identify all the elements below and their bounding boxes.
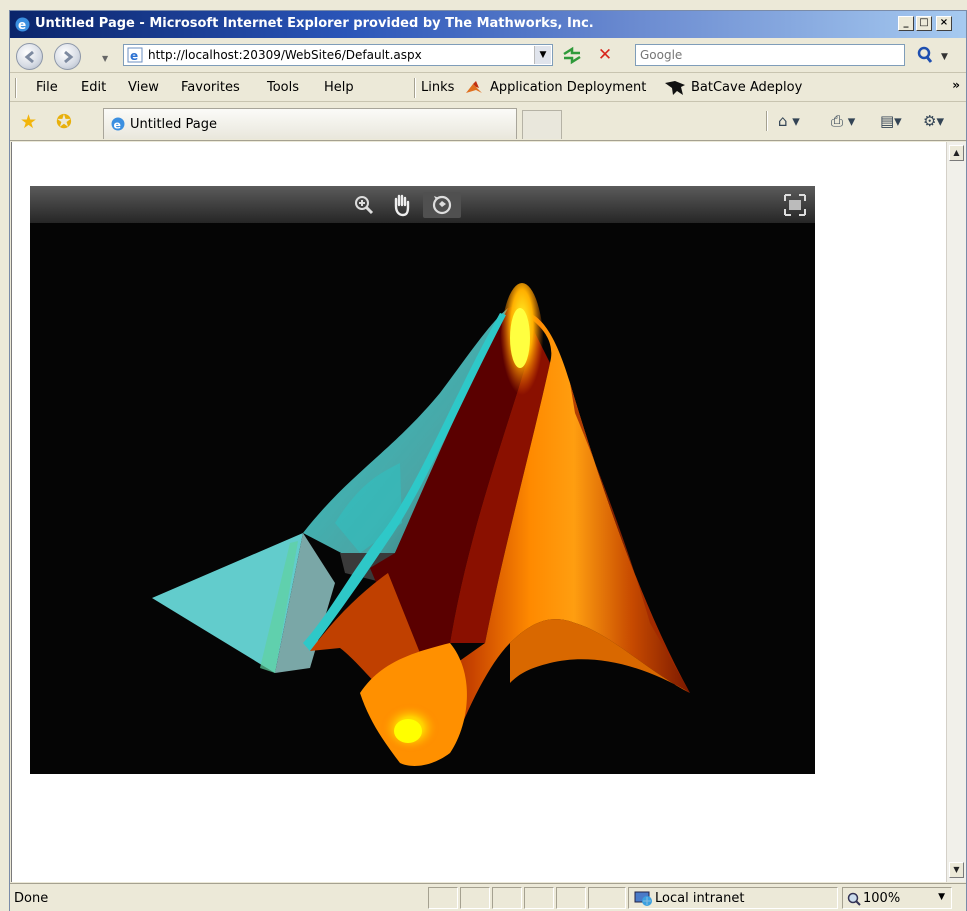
address-bar[interactable]: e http://localhost:20309/WebSite6/Defaul… (123, 44, 553, 66)
figure-viewer[interactable] (30, 186, 815, 774)
status-pane (524, 887, 554, 909)
menu-view[interactable]: View (128, 80, 159, 95)
maximize-icon: □ (919, 17, 929, 28)
search-input[interactable] (636, 45, 904, 65)
window-title: Untitled Page - Microsoft Internet Explo… (35, 16, 594, 31)
minimize-icon: _ (903, 17, 909, 28)
tab-untitled-page[interactable]: e Untitled Page (103, 108, 517, 139)
close-button[interactable]: × (936, 16, 952, 31)
ie-tab-icon: e (111, 117, 125, 132)
zoom-control[interactable]: 100% ▼ (842, 887, 952, 909)
back-arrow-icon (24, 50, 34, 64)
menu-grip (15, 78, 17, 98)
menu-bar: File Edit View Favorites Tools Help Link… (10, 74, 966, 102)
print-icon[interactable]: ⎙ ▾ (831, 112, 856, 130)
zoom-in-icon[interactable] (351, 192, 377, 218)
link-application-deployment[interactable]: Application Deployment (490, 80, 647, 95)
security-zone[interactable]: Local intranet (628, 887, 838, 909)
status-bar: Done Local intranet 100% ▼ (10, 883, 966, 911)
history-dropdown-icon[interactable]: ▼ (102, 54, 109, 63)
command-separator (766, 111, 768, 131)
forward-arrow-icon (64, 50, 74, 64)
forward-button[interactable] (54, 43, 81, 70)
link-batcave-adeploy[interactable]: BatCave Adeploy (691, 80, 803, 95)
status-pane (428, 887, 458, 909)
pan-hand-icon[interactable] (389, 192, 415, 218)
status-text: Done (14, 891, 49, 906)
address-dropdown-icon[interactable]: ▼ (534, 46, 551, 64)
status-pane (460, 887, 490, 909)
svg-text:e: e (114, 119, 121, 132)
svg-text:▼: ▼ (941, 52, 948, 62)
status-pane (588, 887, 626, 909)
add-favorite-icon[interactable]: ✪ (56, 111, 72, 133)
stop-icon[interactable]: ✕ (597, 45, 613, 65)
status-pane (556, 887, 586, 909)
scroll-down-icon[interactable]: ▼ (949, 862, 964, 878)
zoom-magnifier-icon (847, 892, 861, 906)
status-pane (492, 887, 522, 909)
menu-edit[interactable]: Edit (81, 80, 107, 95)
page-menu-icon[interactable]: ▤▾ (880, 112, 902, 130)
refresh-icon[interactable] (559, 45, 585, 66)
scroll-up-icon[interactable]: ▲ (949, 145, 964, 161)
rotate-3d-icon[interactable] (423, 192, 461, 218)
back-button[interactable] (16, 43, 43, 70)
menu-file[interactable]: File (36, 80, 58, 95)
svg-text:e: e (18, 18, 26, 32)
zoom-level: 100% (863, 891, 901, 906)
page-icon: e (127, 47, 143, 63)
zone-label: Local intranet (655, 891, 745, 906)
address-url[interactable]: http://localhost:20309/WebSite6/Default.… (148, 48, 422, 62)
intranet-globe-icon (634, 891, 652, 906)
svg-text:e: e (130, 49, 138, 63)
tab-label: Untitled Page (130, 117, 218, 132)
ie-logo-icon: e (15, 17, 30, 32)
tab-bar: ★ ✪ e Untitled Page ⌂ ▾ ⎙ ▾ ▤▾ ⚙▾ (10, 103, 966, 141)
links-separator (414, 78, 416, 98)
chevron-right-icon[interactable]: » (952, 78, 960, 92)
links-label[interactable]: Links (421, 80, 455, 95)
fullscreen-icon[interactable] (782, 192, 808, 218)
vertical-scrollbar[interactable]: ▲ ▼ (946, 142, 966, 882)
search-button[interactable]: ▼ (912, 44, 952, 66)
batcave-icon (665, 81, 685, 95)
menu-tools[interactable]: Tools (267, 80, 300, 95)
menu-favorites[interactable]: Favorites (181, 80, 240, 95)
matlab-logo-icon (466, 81, 482, 93)
maximize-button[interactable]: □ (916, 16, 932, 31)
minimize-button[interactable]: _ (898, 16, 914, 31)
tools-gear-icon[interactable]: ⚙▾ (923, 112, 944, 130)
address-toolbar: ▼ e http://localhost:20309/WebSite6/Defa… (10, 39, 966, 73)
search-icon: ▼ (917, 46, 948, 63)
zoom-dropdown-icon[interactable]: ▼ (938, 892, 945, 902)
menu-help[interactable]: Help (324, 80, 354, 95)
viewer-toolbar (30, 186, 815, 223)
favorites-star-icon[interactable]: ★ (20, 111, 38, 133)
membrane-surface-plot[interactable] (30, 223, 815, 774)
close-icon: × (939, 17, 949, 28)
new-tab-button[interactable] (522, 110, 562, 139)
browser-window: e Untitled Page - Microsoft Internet Exp… (9, 10, 967, 911)
home-icon[interactable]: ⌂ ▾ (778, 112, 800, 130)
title-bar[interactable]: e Untitled Page - Microsoft Internet Exp… (10, 11, 966, 38)
search-box[interactable] (635, 44, 905, 66)
